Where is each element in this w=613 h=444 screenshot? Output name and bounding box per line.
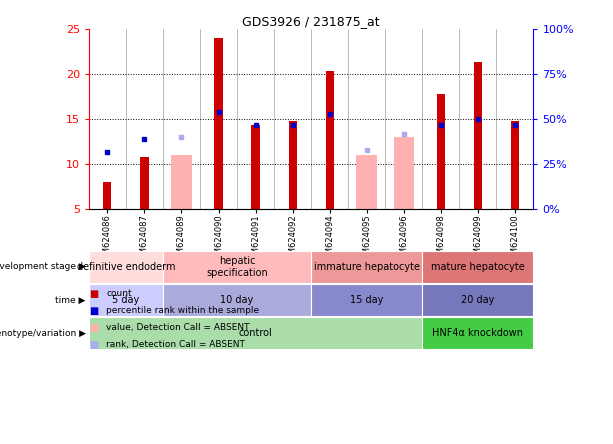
- Bar: [311, 29, 348, 209]
- Bar: [200, 29, 237, 209]
- Text: mature hepatocyte: mature hepatocyte: [431, 262, 525, 272]
- Title: GDS3926 / 231875_at: GDS3926 / 231875_at: [242, 15, 380, 28]
- Bar: [357, 155, 377, 209]
- Bar: [474, 62, 482, 209]
- Bar: [311, 251, 422, 283]
- Bar: [289, 122, 297, 209]
- Bar: [171, 155, 192, 209]
- Text: hepatic
specification: hepatic specification: [206, 256, 268, 278]
- Bar: [163, 284, 311, 316]
- Bar: [140, 158, 148, 209]
- Text: percentile rank within the sample: percentile rank within the sample: [106, 306, 259, 315]
- Text: development stage ▶: development stage ▶: [0, 262, 86, 271]
- Text: 15 day: 15 day: [350, 295, 383, 305]
- Bar: [89, 29, 126, 209]
- Bar: [163, 29, 200, 209]
- Bar: [89, 284, 163, 316]
- Text: rank, Detection Call = ABSENT: rank, Detection Call = ABSENT: [106, 340, 245, 349]
- Bar: [422, 251, 533, 283]
- Bar: [311, 284, 422, 316]
- Text: ■: ■: [89, 306, 98, 317]
- Bar: [89, 317, 422, 349]
- Bar: [422, 317, 533, 349]
- Bar: [215, 38, 223, 209]
- Text: control: control: [238, 329, 272, 338]
- Bar: [89, 251, 163, 283]
- Text: value, Detection Call = ABSENT: value, Detection Call = ABSENT: [106, 323, 249, 332]
- Text: definitive endoderm: definitive endoderm: [77, 262, 175, 272]
- Bar: [237, 29, 274, 209]
- Bar: [422, 29, 459, 209]
- Bar: [511, 122, 519, 209]
- Bar: [104, 182, 112, 209]
- Bar: [459, 29, 497, 209]
- Text: genotype/variation ▶: genotype/variation ▶: [0, 329, 86, 338]
- Text: time ▶: time ▶: [55, 296, 86, 305]
- Text: HNF4α knockdown: HNF4α knockdown: [432, 329, 524, 338]
- Text: ■: ■: [89, 289, 98, 300]
- Bar: [497, 29, 533, 209]
- Text: ■: ■: [89, 340, 98, 350]
- Bar: [422, 284, 533, 316]
- Bar: [394, 137, 414, 209]
- Bar: [348, 29, 385, 209]
- Bar: [385, 29, 422, 209]
- Bar: [326, 71, 333, 209]
- Bar: [126, 29, 163, 209]
- Text: 5 day: 5 day: [112, 295, 140, 305]
- Bar: [251, 125, 260, 209]
- Text: 10 day: 10 day: [221, 295, 254, 305]
- Bar: [274, 29, 311, 209]
- Text: count: count: [106, 289, 132, 298]
- Bar: [436, 95, 445, 209]
- Bar: [163, 251, 311, 283]
- Text: immature hepatocyte: immature hepatocyte: [314, 262, 420, 272]
- Text: ■: ■: [89, 323, 98, 333]
- Text: 20 day: 20 day: [461, 295, 495, 305]
